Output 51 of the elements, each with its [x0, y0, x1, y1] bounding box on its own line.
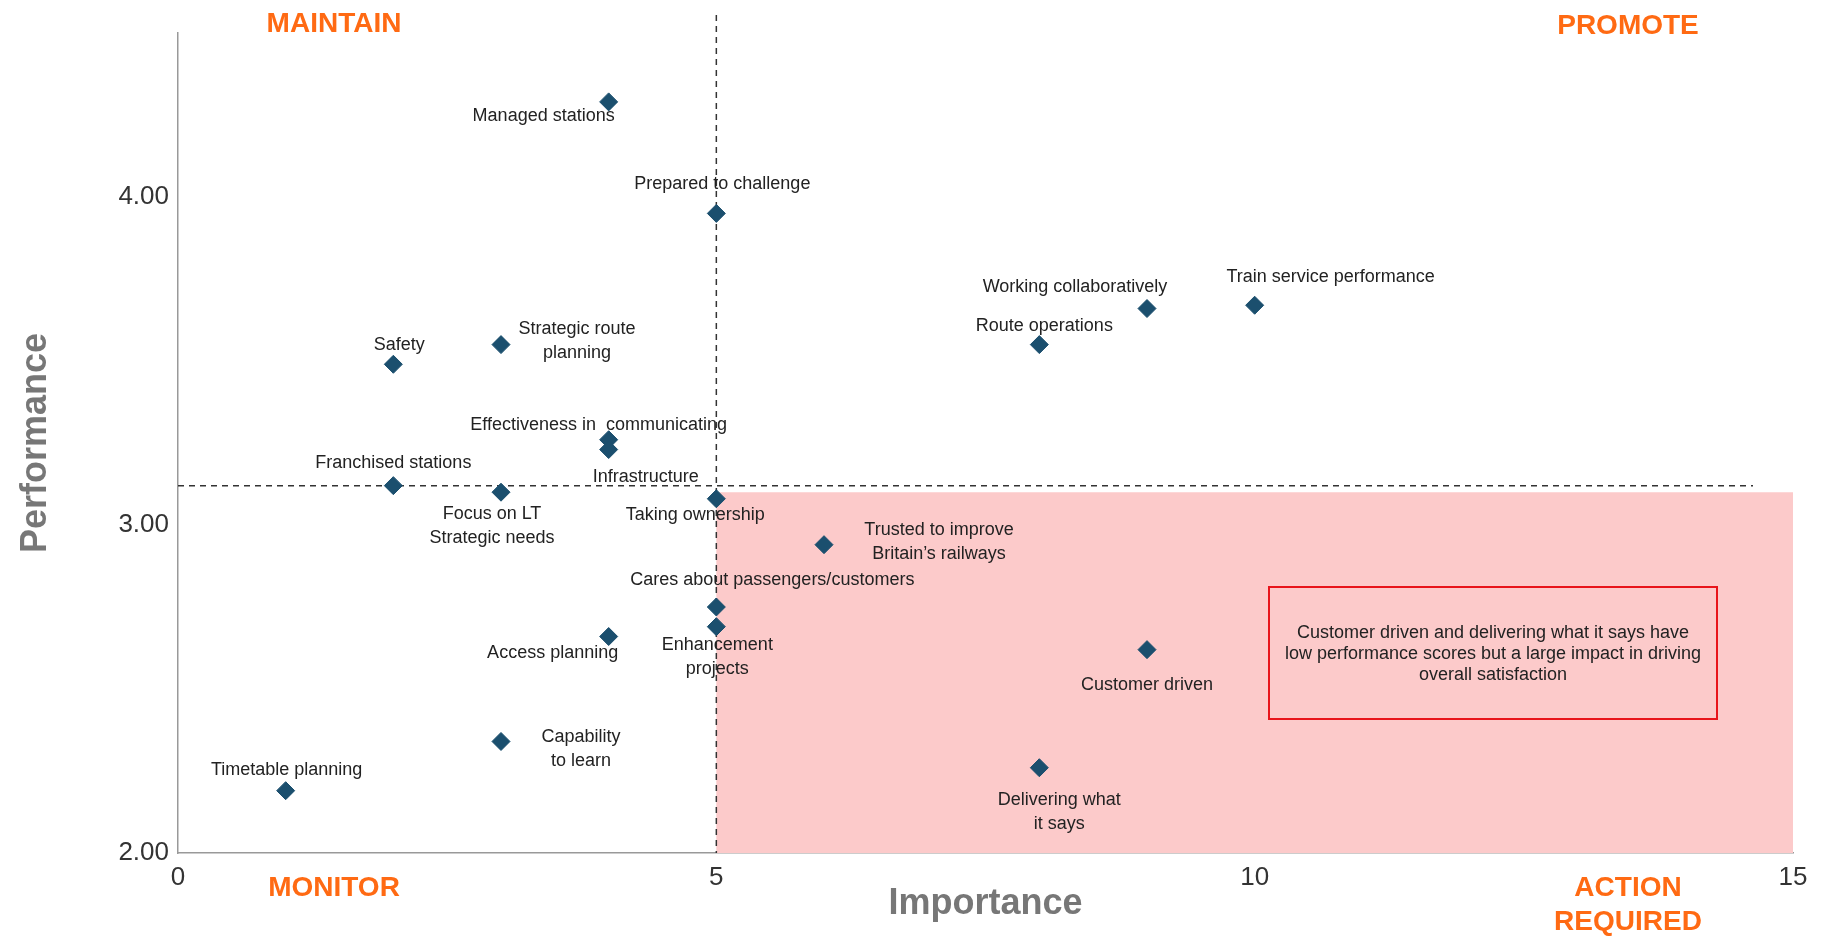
annotation: Trusted to improve Britain’s railways: [864, 518, 1014, 563]
annotation: Route operations: [975, 314, 1113, 335]
y-axis-title: Performance: [12, 332, 54, 554]
point: [1029, 758, 1049, 778]
x-tick-label: 5: [709, 860, 724, 891]
point: [1137, 640, 1157, 660]
point: [706, 203, 726, 223]
point: [276, 781, 296, 801]
annotation: Cares about passengers/customers: [630, 568, 915, 589]
annotation: Focus on LT Strategic needs: [429, 503, 555, 548]
y-tick-label: 2.00: [118, 836, 169, 867]
annotation: Enhancement projects: [661, 633, 773, 678]
point: [814, 535, 834, 555]
annotation: Delivering what it says: [997, 788, 1121, 833]
point: [491, 335, 511, 355]
point: [383, 354, 403, 374]
point: [706, 617, 726, 637]
x-tick-label: 10: [1240, 860, 1270, 891]
annotation: Train service performance: [1226, 266, 1435, 287]
text: MONITOR: [268, 870, 400, 902]
point: [1029, 335, 1049, 355]
annotation: Effectiveness in communicating: [470, 413, 728, 434]
x-tick-label: 0: [170, 860, 186, 891]
annotation: Working collaboratively: [982, 276, 1168, 297]
point: [1137, 299, 1157, 319]
annotation: Timetable planning: [210, 758, 363, 779]
y-tick-label: 3.00: [118, 508, 169, 539]
y-tick-label: 4.00: [118, 180, 169, 211]
point: [1245, 295, 1265, 315]
point: [599, 627, 619, 647]
annotation: PROMOTE: [1557, 8, 1699, 40]
annotation: Infrastructure: [592, 465, 699, 486]
point: [383, 476, 403, 496]
annotation: MAINTAIN: [266, 6, 402, 38]
point: [491, 482, 511, 502]
x-tick-label: 15: [1778, 860, 1808, 891]
point: [491, 731, 511, 751]
annotation: Customer driven: [1080, 673, 1214, 694]
annotation: Access planning: [487, 642, 619, 663]
annotation: Managed stations: [472, 104, 615, 125]
point: [706, 597, 726, 617]
point: [706, 489, 726, 509]
annotation: Strategic route planning: [518, 317, 636, 362]
annotation: Franchised stations: [315, 451, 472, 472]
annotation: Safety: [373, 334, 425, 355]
x-axis-title: Importance: [888, 881, 1083, 923]
annotation: Prepared to challenge: [634, 173, 811, 194]
text: ACTION REQUIRED: [1554, 870, 1702, 936]
annotation: Customer driven and delivering what it says have low performance scores but a large impact in driving overall satisfaction: [1268, 586, 1718, 720]
annotation: Taking ownership: [625, 503, 765, 524]
annotation: Capability to learn: [541, 726, 621, 771]
